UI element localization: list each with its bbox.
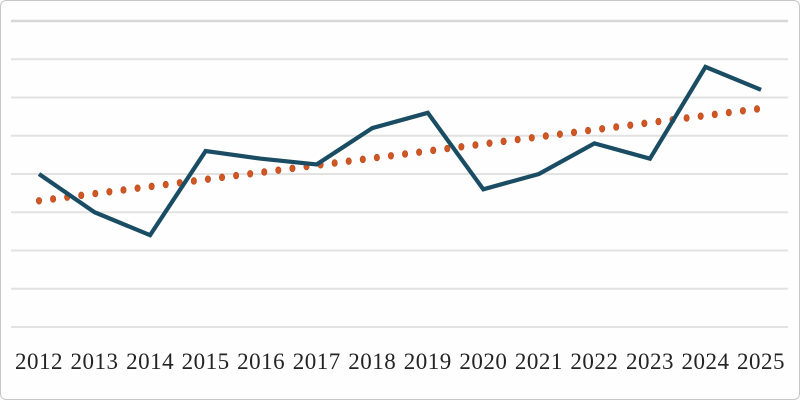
trendline-dot — [739, 107, 746, 115]
trendline-dot — [359, 155, 366, 164]
trendline-dot — [613, 123, 620, 131]
trendline-dot — [261, 168, 268, 176]
trendline-dot — [711, 110, 718, 119]
trendline-dot — [542, 132, 549, 140]
trendline-dot — [430, 146, 437, 155]
trendline-dot — [134, 184, 141, 192]
trendline-dot — [500, 137, 507, 146]
trendline-dot — [458, 143, 465, 151]
trendline-dot — [78, 191, 85, 200]
trendline-dot — [655, 117, 662, 126]
trendline-dot — [641, 119, 648, 128]
trendline-dot — [162, 180, 169, 189]
trendline-dot — [627, 121, 634, 129]
trendline-dot — [50, 195, 57, 203]
trendline-dot — [486, 139, 493, 147]
trendline-dot — [204, 175, 211, 183]
trendline-dot — [402, 150, 409, 158]
series-line — [37, 64, 762, 238]
trendline-dot — [219, 173, 226, 182]
trendline-dot — [275, 166, 282, 174]
trendline-dot — [599, 125, 606, 133]
trendline-dot — [416, 148, 423, 156]
trendline-dot — [683, 114, 690, 122]
trendline-dot — [247, 170, 254, 178]
trendline-dot — [92, 189, 99, 198]
trendline-dot — [35, 197, 42, 205]
trendline-dot — [753, 105, 760, 113]
trendline-dot — [697, 112, 704, 120]
trendline-dot — [556, 130, 563, 138]
trendline-dot — [345, 157, 352, 165]
trendline-dot — [528, 134, 535, 142]
trendline-dot — [387, 152, 394, 160]
trendline-dot — [331, 159, 338, 167]
trendline-dot — [233, 171, 240, 180]
trendline-dot — [725, 108, 732, 117]
trendline-dot — [190, 177, 197, 185]
trendline-dot — [289, 164, 296, 173]
trendline-dot — [120, 186, 127, 194]
trendline-dot — [106, 188, 113, 196]
trendline-dot — [585, 126, 592, 135]
trendline-dot — [570, 128, 577, 137]
trendline-dot — [444, 144, 451, 153]
trendline-dot — [472, 141, 479, 149]
trendline-dot — [373, 153, 380, 162]
trendline-dot — [514, 135, 521, 144]
trendline-dot — [148, 182, 155, 191]
